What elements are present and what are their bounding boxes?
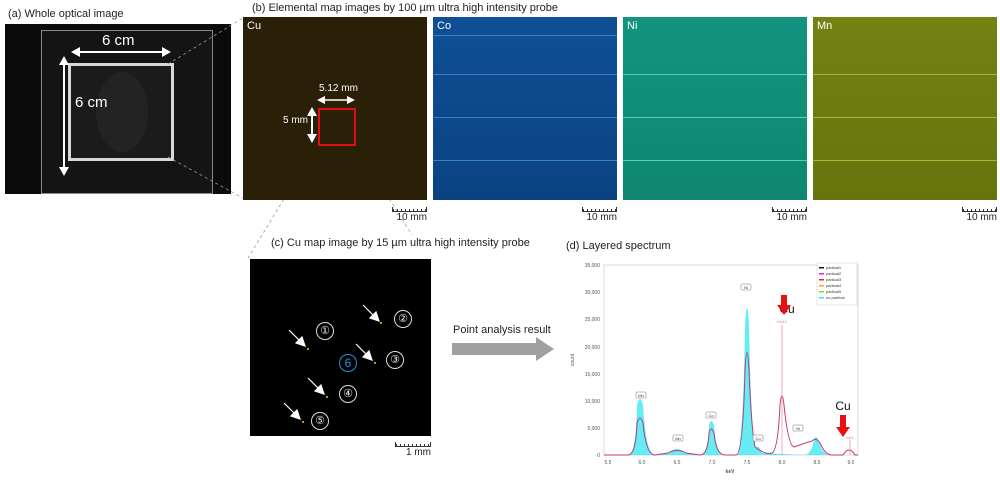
svg-text:partical4: partical4 bbox=[826, 283, 842, 288]
svg-text:partical5: partical5 bbox=[826, 289, 842, 294]
svg-text:partical1: partical1 bbox=[826, 265, 842, 270]
svg-text:15,000: 15,000 bbox=[585, 372, 601, 378]
scale-bar: 10 mm bbox=[582, 207, 617, 223]
svg-text:Co: Co bbox=[708, 413, 714, 418]
width-label: 6 cm bbox=[102, 32, 135, 49]
element-label: Cu bbox=[247, 20, 262, 32]
svg-text:8.5: 8.5 bbox=[814, 460, 821, 466]
scale-bar: 10 mm bbox=[962, 207, 997, 223]
scale-bar: 1 mm bbox=[395, 442, 431, 458]
roi-width-label: 5.12 mm bbox=[319, 83, 358, 94]
height-label: 6 cm bbox=[75, 94, 108, 111]
svg-text:Mn: Mn bbox=[638, 393, 644, 398]
roi-height-label: 5 mm bbox=[283, 115, 308, 126]
svg-text:6.0: 6.0 bbox=[639, 460, 646, 466]
element-label: Ni bbox=[627, 20, 638, 32]
point-2-label: ② bbox=[394, 310, 412, 328]
spectrum-chart: 0 5,000 10,000 15,000 20,000 25,000 30,000 35… bbox=[560, 255, 865, 480]
element-label: Mn bbox=[817, 20, 833, 32]
svg-text:25,000: 25,000 bbox=[585, 317, 601, 323]
roi-box bbox=[318, 108, 356, 146]
svg-text:9.0: 9.0 bbox=[848, 460, 855, 466]
svg-text:keV: keV bbox=[726, 469, 736, 475]
point-6-label: 6 bbox=[339, 354, 357, 372]
right-arrow-icon bbox=[452, 337, 554, 361]
dimension-arrows bbox=[59, 47, 171, 176]
point-3-label: ③ bbox=[386, 351, 404, 369]
cu-hires-map: ① ② ③ ④ ⑤ 6 bbox=[250, 259, 431, 436]
svg-text:partical2: partical2 bbox=[826, 271, 842, 276]
svg-text:0: 0 bbox=[597, 453, 600, 459]
panel-b-caption: (b) Elemental map images by 100 µm ultra… bbox=[252, 2, 558, 14]
point-analysis-label: Point analysis result bbox=[453, 324, 551, 336]
svg-text:35,000: 35,000 bbox=[585, 263, 601, 269]
svg-text:7.5: 7.5 bbox=[744, 460, 751, 466]
point-1-label: ① bbox=[316, 322, 334, 340]
svg-text:20,000: 20,000 bbox=[585, 345, 601, 351]
svg-text:Co: Co bbox=[755, 436, 761, 441]
svg-text:5,000: 5,000 bbox=[587, 426, 600, 432]
panel-a-caption: (a) Whole optical image bbox=[8, 8, 124, 20]
ni-map: Ni bbox=[623, 17, 807, 200]
point-5-label: ⑤ bbox=[311, 412, 329, 430]
svg-text:Ni: Ni bbox=[796, 426, 800, 431]
svg-text:7.0: 7.0 bbox=[709, 460, 716, 466]
svg-text:5.5: 5.5 bbox=[605, 460, 612, 466]
svg-text:Cu: Cu bbox=[835, 399, 850, 413]
svg-text:10,000: 10,000 bbox=[585, 399, 601, 405]
svg-text:count: count bbox=[570, 353, 576, 366]
sample-square bbox=[68, 63, 174, 161]
svg-text:6.5: 6.5 bbox=[674, 460, 681, 466]
svg-text:Kα12: Kα12 bbox=[777, 319, 787, 324]
svg-text:Ni: Ni bbox=[744, 285, 748, 290]
svg-text:Mn: Mn bbox=[675, 436, 681, 441]
mn-map: Mn bbox=[813, 17, 997, 200]
svg-text:partical3: partical3 bbox=[826, 277, 842, 282]
point-arrows bbox=[283, 304, 380, 420]
cu-map: Cu 5.12 mm 5 mm bbox=[243, 17, 427, 200]
panel-d-caption: (d) Layered spectrum bbox=[566, 240, 671, 252]
svg-text:30,000: 30,000 bbox=[585, 290, 601, 296]
svg-text:8.0: 8.0 bbox=[779, 460, 786, 466]
scale-bar: 10 mm bbox=[772, 207, 807, 223]
optical-image: 6 cm 6 cm bbox=[5, 24, 231, 194]
co-map: Co bbox=[433, 17, 617, 200]
scale-bar: 10 mm bbox=[392, 207, 427, 223]
element-label: Co bbox=[437, 20, 452, 32]
point-4-label: ④ bbox=[339, 385, 357, 403]
svg-text:Kβ1: Kβ1 bbox=[846, 435, 854, 440]
panel-c-caption: (c) Cu map image by 15 µm ultra high int… bbox=[271, 237, 530, 249]
svg-text:no partical: no partical bbox=[826, 295, 845, 300]
